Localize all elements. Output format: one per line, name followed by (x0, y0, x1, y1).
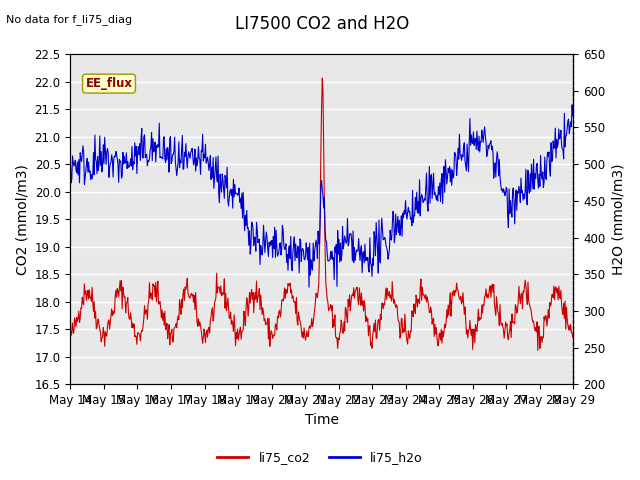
Legend: li75_co2, li75_h2o: li75_co2, li75_h2o (212, 446, 428, 469)
Text: EE_flux: EE_flux (86, 77, 132, 90)
X-axis label: Time: Time (305, 413, 339, 427)
Title: LI7500 CO2 and H2O: LI7500 CO2 and H2O (235, 15, 409, 33)
Y-axis label: H2O (mmol/m3): H2O (mmol/m3) (611, 163, 625, 275)
Text: No data for f_li75_diag: No data for f_li75_diag (6, 14, 132, 25)
Y-axis label: CO2 (mmol/m3): CO2 (mmol/m3) (15, 164, 29, 275)
